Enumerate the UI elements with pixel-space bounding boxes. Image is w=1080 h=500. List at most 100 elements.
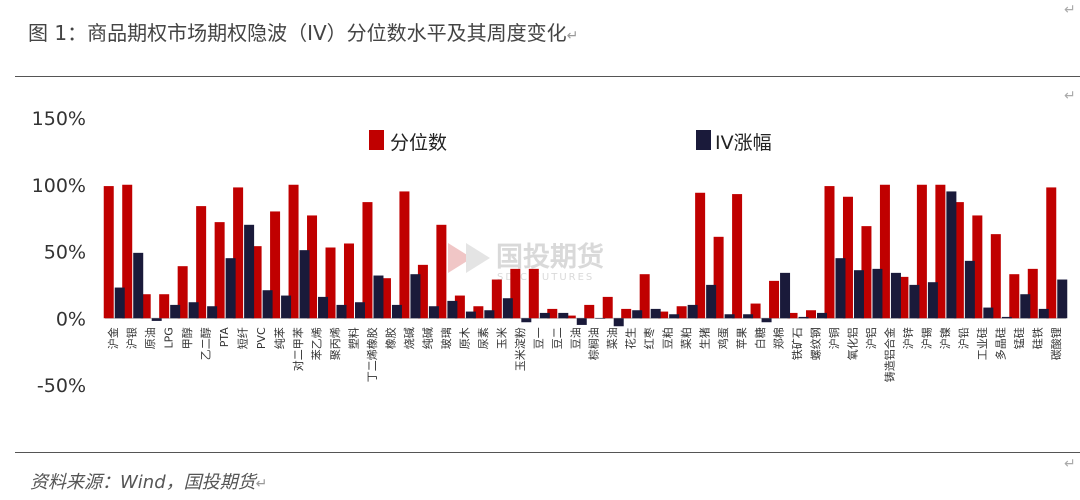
watermark: 国投期货 SDIC FUTURES	[448, 241, 604, 283]
x-tick-label: 菜粕	[679, 327, 693, 349]
x-tick-label: 沪镍	[938, 327, 952, 349]
bottom-rule	[15, 452, 1080, 453]
quantile-bar	[159, 294, 170, 319]
quantile-bar	[1027, 268, 1038, 319]
x-tick-label: 红枣	[643, 327, 656, 349]
quantile-bar	[362, 202, 373, 319]
x-tick-label: 乙二醇	[199, 327, 213, 360]
x-tick-label: 沪铅	[956, 327, 970, 349]
quantile-bar	[658, 311, 669, 319]
y-tick-label: 50%	[44, 242, 86, 264]
quantile-bar	[325, 247, 336, 319]
quantile-bar	[935, 184, 946, 319]
x-tick-label: 苹果	[735, 327, 749, 349]
quantile-bar	[288, 184, 299, 319]
x-tick-label: 豆油	[568, 327, 582, 349]
x-tick-label: 硅铁	[1031, 327, 1044, 349]
iv-change-bar	[262, 290, 273, 319]
iv-change-bar	[1038, 308, 1049, 319]
margin-return-mark-2: ↵	[1064, 88, 1076, 104]
quantile-bar	[842, 196, 853, 319]
quantile-bar	[565, 315, 576, 319]
x-tick-label: PTA	[218, 327, 231, 347]
iv-change-bar	[318, 296, 329, 319]
x-tick-label: LPG	[163, 327, 176, 348]
iv-change-bar	[780, 272, 791, 319]
x-tick-label: 沪铝	[864, 327, 878, 349]
quantile-bar	[399, 191, 410, 319]
x-tick-label: 丁二烯橡胶	[365, 327, 379, 382]
quantile-bar	[713, 236, 724, 319]
iv-change-bar	[909, 284, 920, 319]
iv-change-series	[114, 191, 1068, 327]
x-tick-label: 玉米	[495, 327, 508, 349]
margin-return-mark-3: ↵	[1064, 456, 1076, 472]
iv-change-bar	[151, 318, 162, 321]
quantile-bar	[750, 303, 761, 319]
iv-change-bar	[706, 284, 717, 319]
x-tick-label: 烧碱	[403, 327, 416, 349]
x-tick-label: 豆一	[532, 327, 545, 349]
x-tick-label: 聚丙烯	[329, 327, 342, 360]
y-tick-label: -50%	[37, 375, 86, 397]
x-tick-label: 碳酸锂	[1049, 327, 1063, 360]
quantile-bar	[1009, 274, 1020, 319]
iv-change-bar	[964, 260, 975, 319]
iv-change-bar	[853, 270, 864, 319]
iv-change-bar	[817, 312, 828, 319]
x-tick-label: 豆二	[551, 327, 564, 349]
quantile-bar	[972, 215, 983, 319]
iv-change-bar	[373, 275, 384, 319]
iv-change-bar	[724, 314, 735, 319]
y-tick-label: 100%	[32, 175, 86, 197]
watermark-sub-text: SDIC FUTURES	[497, 272, 594, 283]
quantile-bar	[491, 279, 502, 319]
iv-change-bar	[133, 252, 144, 319]
iv-change-bar	[1001, 316, 1012, 319]
quantile-bar	[547, 308, 558, 319]
x-tick-label: 尿素	[477, 327, 490, 349]
iv-change-bar	[539, 312, 550, 319]
iv-change-bar	[576, 318, 587, 325]
quantile-bar	[454, 295, 465, 319]
x-tick-label: 菜油	[605, 327, 619, 349]
iv-change-bar	[613, 318, 624, 327]
quantile-bar	[1046, 187, 1057, 319]
quantile-bar	[732, 194, 743, 319]
x-tick-label: 工业硅	[976, 327, 989, 360]
watermark-main-text: 国投期货	[496, 241, 604, 273]
quantile-bar	[787, 312, 798, 319]
quantile-bar	[621, 308, 632, 319]
quantile-bar	[270, 211, 281, 319]
quantile-bar	[695, 192, 706, 319]
quantile-bar	[861, 226, 872, 319]
iv-change-bar	[632, 310, 643, 319]
legend-swatch-quantile	[369, 130, 384, 150]
iv-change-bar	[890, 272, 901, 319]
x-tick-label: 原木	[458, 327, 471, 349]
iv-change-bar	[281, 295, 292, 319]
x-tick-label: 生猪	[698, 327, 712, 349]
iv-change-bar	[927, 282, 938, 319]
iv-change-bar	[428, 306, 439, 319]
chart-svg: 国投期货 SDIC FUTURES 150% 100% 50% 0% -50% 沪金 沪银…	[32, 108, 1068, 397]
quantile-bar	[251, 246, 262, 319]
iv-change-bar	[798, 316, 809, 319]
x-tick-label: 短纤	[236, 327, 250, 349]
x-tick-label: 花生	[624, 327, 638, 349]
quantile-bar	[177, 266, 188, 319]
iv-change-bar	[447, 300, 458, 319]
x-tick-label: 白糖	[753, 327, 767, 349]
iv-change-bar	[743, 314, 754, 319]
iv-change-bar	[207, 306, 218, 319]
x-tick-label: 鸡蛋	[716, 327, 730, 349]
iv-change-bar	[354, 302, 365, 319]
quantile-bar	[307, 215, 318, 319]
iv-change-bar	[114, 287, 125, 319]
x-tick-label: 对二甲苯	[291, 327, 305, 371]
x-tick-label: PVC	[255, 327, 268, 349]
x-tick-label: 沪锌	[901, 327, 915, 349]
quantile-bar	[806, 310, 817, 319]
quantile-bar	[510, 268, 521, 319]
quantile-bar	[233, 187, 244, 319]
